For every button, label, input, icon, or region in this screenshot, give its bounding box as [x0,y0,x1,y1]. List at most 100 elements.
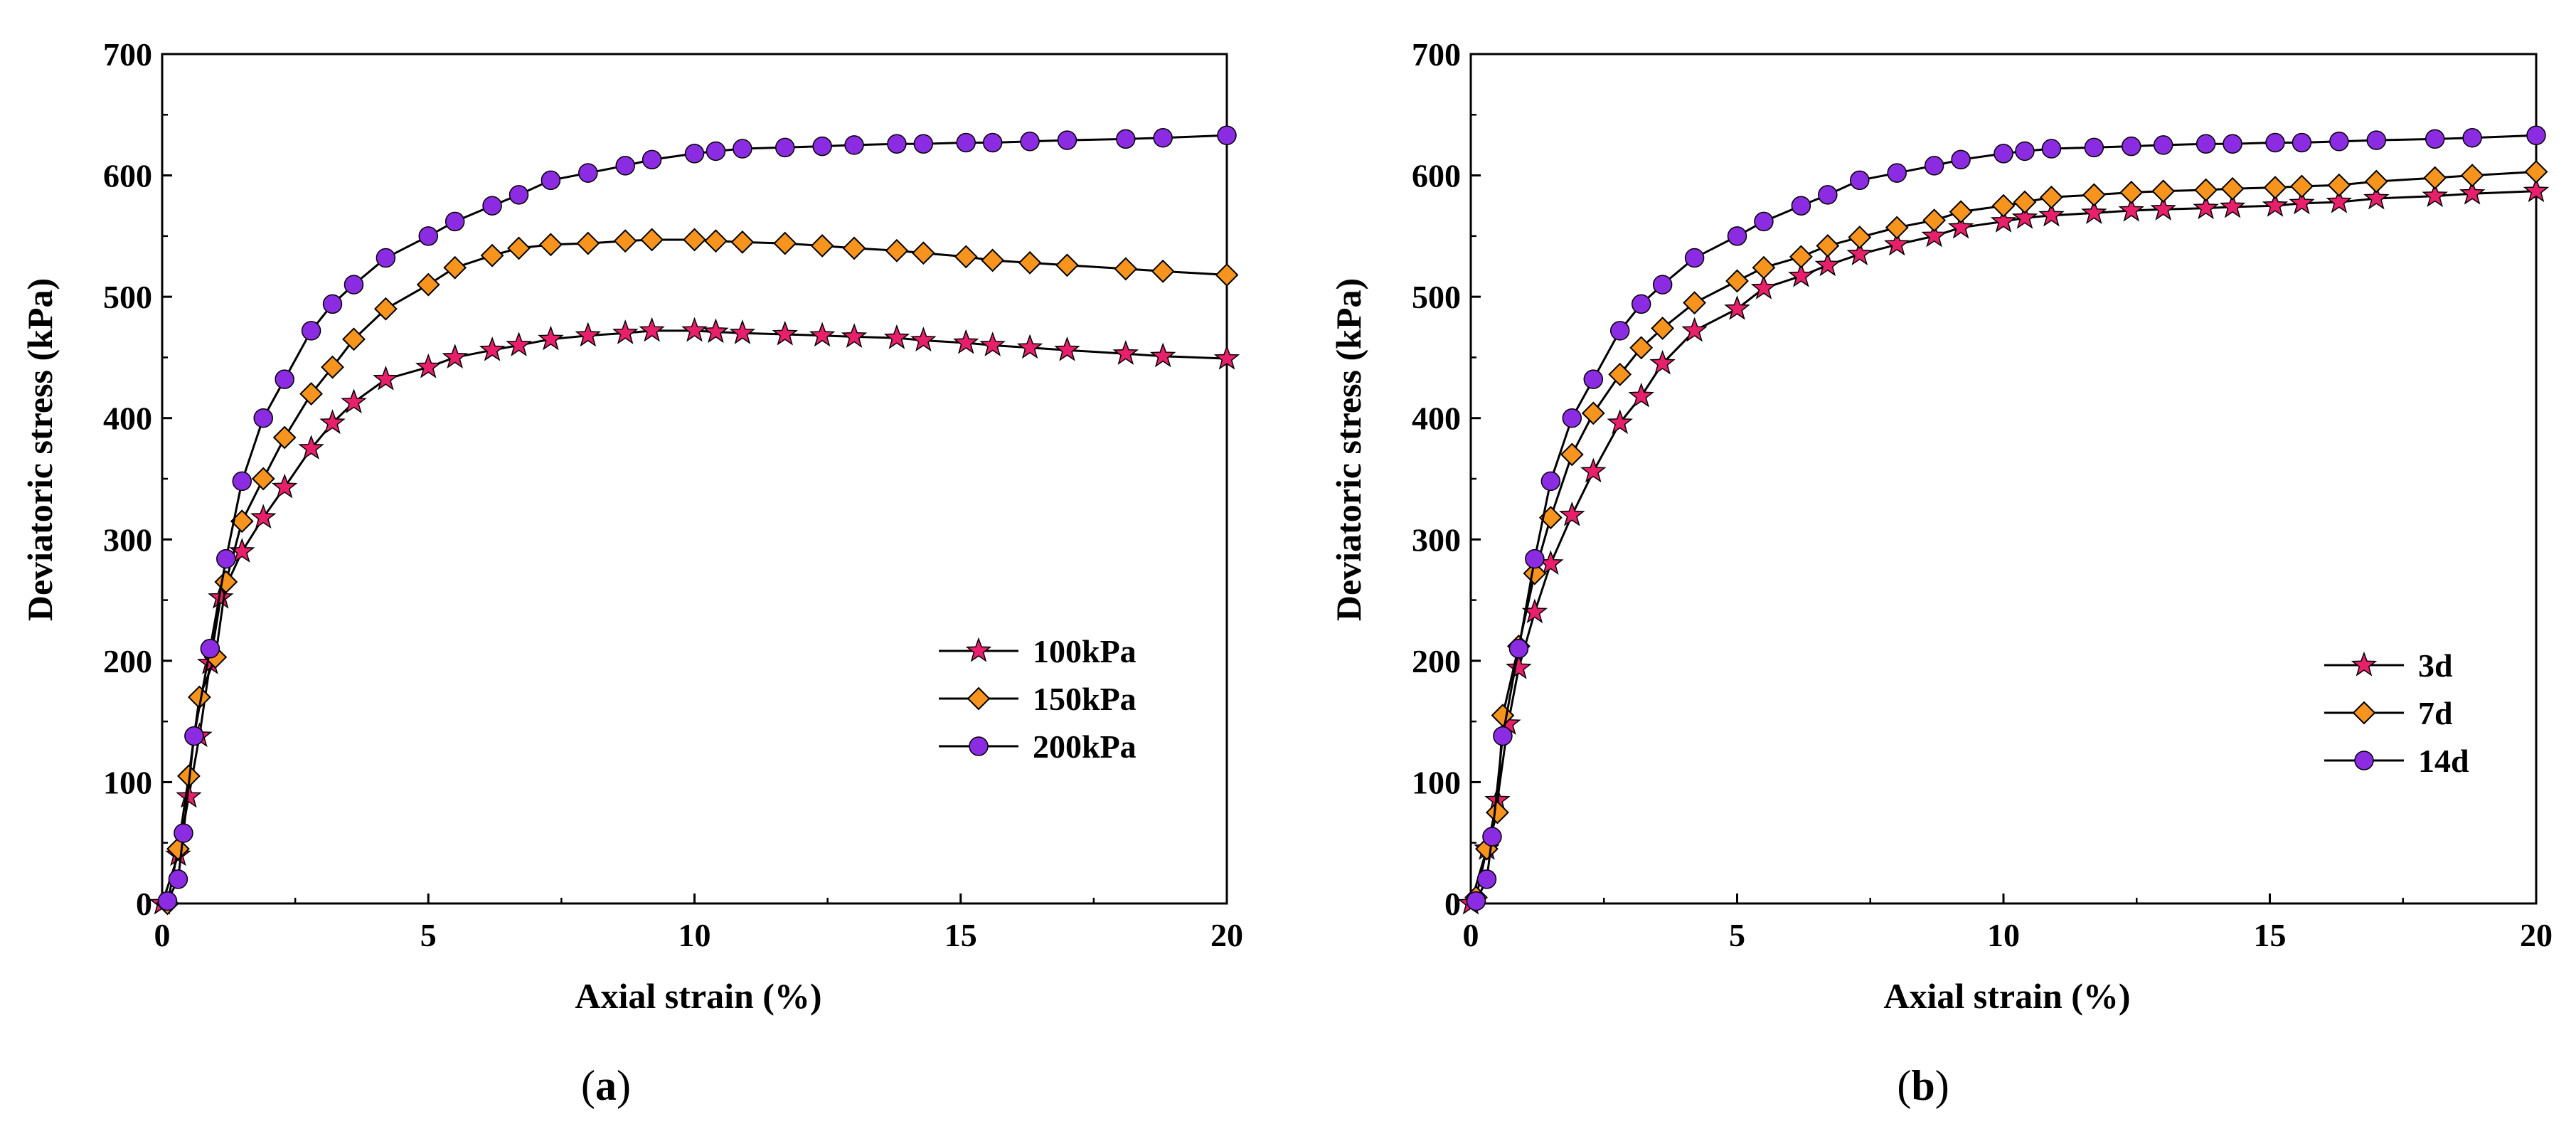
data-point-7d-b [2039,185,2063,209]
data-point-200kpa-a [1020,132,1040,152]
data-point-200kpa-a [887,134,907,154]
legend-a: 100kPa 150kPa 200kPa [939,633,1137,765]
data-point-200kpa-a [216,548,236,569]
data-point-150kpa-a [342,327,366,351]
data-point-3d-b [1580,457,1607,483]
y-tick-label-b: 100 [1412,764,1461,800]
data-point-7d-b [1725,269,1749,293]
data-point-150kpa-a [1018,250,1042,275]
data-point-150kpa-a [981,248,1005,272]
x-tick-label-b: 10 [1987,917,2020,953]
data-point-100kpa-a [809,322,836,347]
data-point-7d-b [1651,317,1675,340]
legend-marker-3d-b [2351,651,2378,677]
data-point-7d-b [2194,178,2218,202]
data-point-3d-b [2459,180,2486,205]
data-point-200kpa-a [642,149,662,170]
data-point-7d-b [1486,800,1509,825]
caption-open-a: ( [581,1062,595,1109]
data-point-150kpa-a [538,233,563,257]
data-point-14d-b [2292,132,2312,153]
data-point-150kpa-a [214,570,238,594]
data-point-100kpa-a [373,365,399,391]
data-point-14d-b [1994,144,2013,164]
data-point-150kpa-a [251,467,275,491]
legend-marker-14d-b [2354,751,2374,770]
data-point-100kpa-a [341,388,367,414]
axes-frame-a [161,53,1228,905]
data-point-200kpa-a [1057,130,1077,150]
data-point-100kpa-a [506,332,532,356]
data-point-3d-b [2011,204,2038,229]
data-point-200kpa-a [733,139,752,159]
data-point-100kpa-a [681,317,708,342]
chart-panel-b: 0 100 200 300 400 500 600 700 0 5 10 15 20 Axial st… [1329,36,2553,1109]
series-line-3d-b [1469,190,2537,904]
data-point-150kpa-a [683,228,706,252]
legend-b: 3d 7d 14d [2324,647,2469,779]
data-point-150kpa-a [507,236,531,260]
data-point-7d-b [2524,160,2548,184]
data-point-200kpa-a [1153,127,1173,148]
x-tick-label-b: 5 [1729,917,1745,953]
data-point-3d-b [2363,184,2390,210]
data-point-150kpa-a [885,238,909,263]
data-point-14d-b [1818,185,1838,205]
data-point-100kpa-a [250,504,277,529]
data-point-100kpa-a [841,323,868,348]
x-axis-title-b: Axial strain (%) [1883,976,2130,1016]
data-point-3d-b [1921,222,1947,248]
data-point-14d-b [1476,869,1497,889]
data-point-7d-b [1752,255,1776,280]
y-axis-title-b: Deviatoric stress (kPa) [1329,278,1368,621]
data-point-100kpa-a [538,325,564,351]
data-point-100kpa-a [298,435,324,460]
x-tick-label-a: 5 [420,917,437,953]
data-point-3d-b [1883,230,1910,256]
data-point-3d-b [1724,295,1750,320]
y-tick-label-a: 400 [103,401,152,437]
data-point-150kpa-a [954,245,978,269]
data-point-100kpa-a [703,318,729,344]
data-point-14d-b [1609,321,1630,341]
caption-letter-a: a [595,1062,617,1109]
data-point-150kpa-a [1215,263,1239,287]
data-point-3d-b [1506,654,1532,679]
x-tick-label-a: 10 [678,917,711,953]
y-tick-label-a: 100 [103,764,152,800]
data-point-3d-b [1607,409,1633,435]
data-point-150kpa-a [443,255,467,280]
data-point-7d-b [2082,183,2106,207]
data-point-7d-b [2327,173,2351,197]
data-point-150kpa-a [773,231,797,255]
data-point-3d-b [1649,349,1676,375]
data-point-100kpa-a [208,584,234,609]
x-tick-label-a: 0 [154,917,171,953]
series-line-7d-b [1475,171,2537,898]
data-point-3d-b [2150,196,2176,221]
series-layer-b [1457,125,2550,915]
series-14d-b [1466,125,2546,911]
data-point-14d-b [1466,891,1486,911]
x-tick-label-b: 0 [1463,917,1479,953]
data-point-150kpa-a [373,297,398,321]
caption-b: (b) [1897,1062,1949,1109]
data-point-7d-b [1848,226,1872,249]
data-point-7d-b [1949,200,1973,224]
data-point-14d-b [2122,136,2141,157]
series-100kpa-a [149,317,1240,915]
data-point-7d-b [1922,208,1947,233]
data-point-150kpa-a [911,241,935,265]
data-point-200kpa-a [541,170,561,191]
series-7d-b [1464,160,2548,909]
data-point-7d-b [2220,176,2245,201]
data-point-3d-b [2262,191,2289,217]
data-point-14d-b [1525,548,1545,569]
data-point-3d-b [1846,240,1873,265]
legend-marker-100kpa-a [965,637,992,662]
series-layer-a [149,125,1240,916]
data-point-14d-b [1540,471,1561,492]
data-point-100kpa-a [1213,344,1240,370]
data-point-150kpa-a [810,234,834,258]
